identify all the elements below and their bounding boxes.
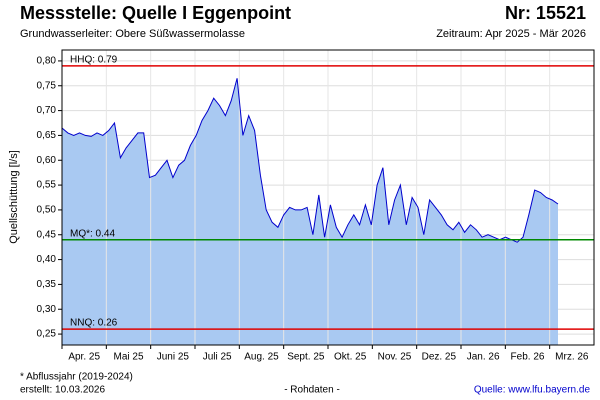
y-tick-label: 0,40 (37, 254, 57, 265)
footnote: * Abflussjahr (2019-2024) (20, 372, 133, 383)
y-tick-label: 0,50 (37, 205, 57, 216)
y-axis-label: Quellschüttung [l/s] (8, 150, 20, 244)
x-tick-label: Feb. 26 (511, 352, 545, 363)
status: - Rohdaten - (284, 385, 340, 396)
x-tick-label: Mai 25 (113, 352, 143, 363)
y-tick-label: 0,30 (37, 304, 57, 315)
y-tick-label: 0,80 (37, 56, 57, 67)
reference-label: HHQ: 0.79 (70, 55, 118, 66)
x-tick-label: Jan. 26 (467, 352, 500, 363)
y-tick-label: 0,55 (37, 180, 57, 191)
station-number: Nr: 15521 (505, 3, 586, 23)
x-tick-label: Mrz. 26 (555, 352, 589, 363)
y-tick-label: 0,60 (37, 155, 57, 166)
x-tick-label: Okt. 25 (334, 352, 367, 363)
y-tick-label: 0,70 (37, 105, 57, 116)
y-tick-label: 0,65 (37, 130, 57, 141)
x-tick-label: Juli 25 (203, 352, 232, 363)
y-tick-label: 0,45 (37, 229, 57, 240)
chart-title: Messstelle: Quelle I Eggenpoint (20, 3, 291, 23)
x-tick-label: Dez. 25 (422, 352, 457, 363)
x-tick-label: Aug. 25 (244, 352, 279, 363)
plot-frame (61, 49, 595, 346)
period: Zeitraum: Apr 2025 - Mär 2026 (436, 28, 586, 40)
area (62, 78, 558, 346)
line (61, 78, 559, 243)
created-date: erstellt: 10.03.2026 (20, 385, 105, 396)
y-tick-label: 0,25 (37, 329, 57, 340)
y-tick-label: 0,35 (37, 279, 57, 290)
x-tick-label: Juni 25 (157, 352, 190, 363)
reference-label: NNQ: 0.26 (70, 318, 118, 329)
x-tick-label: Apr. 25 (68, 352, 100, 363)
subtitle: Grundwasserleiter: Obere Süßwassermolass… (20, 28, 245, 40)
source-link[interactable]: Quelle: www.lfu.bayern.de (474, 385, 591, 396)
x-tick-label: Nov. 25 (378, 352, 412, 363)
y-tick-label: 0,75 (37, 80, 57, 91)
reference-label: MQ*: 0.44 (70, 228, 115, 239)
x-tick-label: Sept. 25 (287, 352, 325, 363)
